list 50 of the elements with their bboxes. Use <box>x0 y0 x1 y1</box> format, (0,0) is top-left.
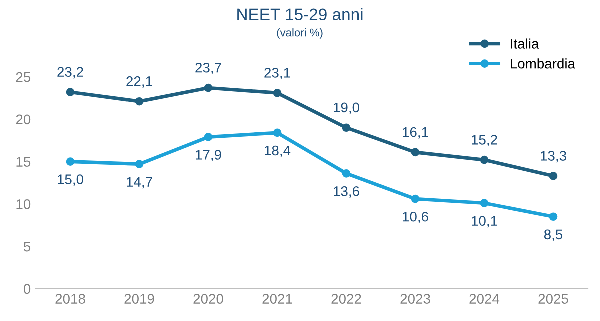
x-tick-label: 2025 <box>538 294 568 304</box>
x-tick-label: 2020 <box>194 294 224 304</box>
point <box>480 199 489 208</box>
point <box>480 156 489 164</box>
data-label: 23,1 <box>264 68 290 80</box>
chart-subtitle: (valori %) <box>277 28 323 39</box>
data-label: 10,1 <box>472 216 498 228</box>
point <box>204 133 213 142</box>
point <box>273 88 282 98</box>
point <box>549 212 558 222</box>
data-label: 8,5 <box>544 230 563 242</box>
data-label: 23,2 <box>58 67 84 79</box>
chart-title: NEET 15-29 anni <box>238 8 363 21</box>
data-label: 17,9 <box>196 150 222 162</box>
data-label: 16,1 <box>403 127 428 139</box>
data-label: 15,2 <box>472 135 498 146</box>
x-tick-label: 2024 <box>470 294 500 304</box>
data-label: 14,7 <box>127 177 152 189</box>
y-tick-label: 0 <box>24 284 31 294</box>
data-label: 22,1 <box>126 76 152 88</box>
data-label: 10,6 <box>403 212 428 224</box>
legend-label: Italia <box>511 38 540 49</box>
point <box>273 128 282 138</box>
data-label: 15,0 <box>58 174 84 186</box>
data-label: 23,7 <box>196 62 222 74</box>
x-tick-label: 2022 <box>332 294 362 304</box>
point <box>66 158 75 166</box>
data-label: 18,4 <box>265 146 291 158</box>
data-label: 19,0 <box>334 102 360 114</box>
point <box>66 88 75 96</box>
x-tick-label: 2021 <box>262 294 292 304</box>
y-tick-label: 25 <box>16 72 31 82</box>
x-tick-label: 2023 <box>400 294 430 304</box>
x-tick-label: 2019 <box>124 294 154 304</box>
legend-label: Lombardia <box>511 58 576 69</box>
y-tick-label: 20 <box>16 114 31 125</box>
y-tick-label: 5 <box>24 242 31 252</box>
point <box>411 194 420 204</box>
point <box>342 124 351 132</box>
point <box>135 160 144 168</box>
y-tick-label: 10 <box>16 199 31 210</box>
point <box>135 97 144 106</box>
point <box>549 172 558 180</box>
data-label: 13,6 <box>334 186 360 198</box>
point <box>411 148 420 157</box>
data-label: 13,3 <box>541 151 566 163</box>
y-tick-label: 15 <box>16 157 31 167</box>
x-tick-label: 2018 <box>56 294 86 304</box>
point <box>204 84 213 92</box>
point <box>342 169 351 178</box>
